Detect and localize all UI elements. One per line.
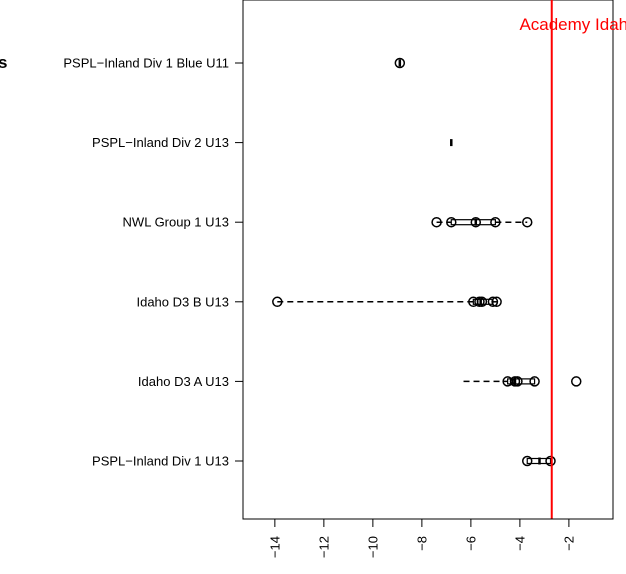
outlier-point — [570, 376, 582, 387]
value-tick-label: −14 — [267, 536, 282, 558]
reference-label: Academy Idaho Ca — [519, 15, 626, 34]
outlier-point — [446, 216, 457, 228]
boxes-layer — [272, 57, 582, 467]
category-label: Idaho D3 B U13 — [136, 294, 229, 309]
value-tick-label: −8 — [414, 536, 429, 551]
outlier-point — [545, 455, 556, 467]
outlier-point — [476, 296, 488, 308]
outlier-point — [491, 296, 502, 308]
outlier-point — [470, 216, 482, 228]
outlier-point — [521, 216, 533, 228]
value-tick-label: −2 — [561, 536, 576, 551]
outlier-point — [272, 296, 283, 308]
category-label: PSPL−Inland Div 1 Blue U11 — [63, 56, 229, 71]
category-label: PSPL−Inland Div 1 U13 — [92, 454, 229, 469]
category-label: PSPL−Inland Div 2 U13 — [92, 135, 229, 150]
value-tick-label: −10 — [365, 536, 380, 558]
outlier-point — [394, 57, 406, 69]
outlier-point — [431, 216, 442, 228]
category-label: Idaho D3 A U13 — [138, 374, 229, 389]
outlier-point — [502, 376, 513, 387]
outlier-point — [521, 455, 533, 467]
outlier-point — [512, 376, 523, 387]
outlier-point — [487, 296, 499, 308]
reference-layer: Academy Idaho Ca — [519, 0, 626, 519]
outlier-point — [490, 216, 501, 228]
category-axis: PSPL−Inland Div 1 U13 Idaho D3 A U13 Idaho… — [63, 56, 243, 469]
value-axis: −14 −12 −10 −8 −6 −4 −2 — [267, 518, 576, 558]
left-edge-text: s — [0, 53, 7, 72]
value-tick-label: −12 — [316, 536, 331, 558]
value-tick-label: −6 — [463, 536, 478, 551]
outlier-point — [529, 376, 540, 387]
category-label: NWL Group 1 U13 — [123, 215, 229, 230]
plot-frame — [242, 0, 614, 520]
box-body — [450, 219, 496, 226]
value-tick-label: −4 — [512, 536, 527, 551]
